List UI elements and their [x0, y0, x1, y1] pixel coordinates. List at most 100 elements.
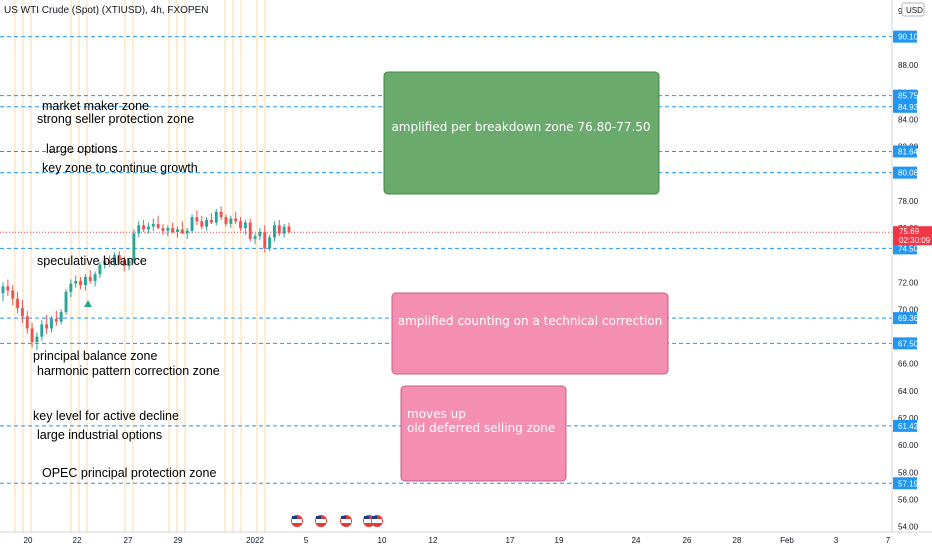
us-flag-icon[interactable] [340, 515, 352, 527]
price-axis[interactable]: 92.0088.0086.0084.0082.0078.0076.0072.00… [898, 7, 919, 532]
candle-body [35, 336, 39, 342]
level-label: 85.75 [898, 92, 919, 101]
signal-triangle-icon [84, 300, 92, 307]
candle-body [190, 217, 194, 231]
annotation-opec-protection: OPEC principal protection zone [42, 466, 216, 480]
zone-box-pink-selling-line2: old deferred selling zone [407, 421, 555, 435]
candle [268, 234, 272, 252]
level-label-bg [893, 100, 917, 113]
candle-body [234, 218, 238, 222]
candle-body [45, 324, 49, 329]
candle [83, 274, 87, 291]
time-tick-label: 27 [124, 536, 133, 545]
session-band [264, 0, 266, 532]
annotation-large-industrial: large industrial options [37, 428, 162, 442]
session-band [86, 0, 88, 532]
time-tick-label: 5 [304, 536, 309, 545]
annotation-principal-balance: principal balance zone [33, 349, 157, 363]
candle [258, 228, 262, 241]
candle [229, 215, 233, 228]
level-label-bg [893, 312, 917, 325]
level-label-bg [893, 30, 917, 43]
candle-body [30, 328, 34, 342]
candle [243, 219, 247, 235]
candle [161, 223, 165, 235]
price-tick-label: 88.00 [898, 61, 919, 70]
time-tick-label: 17 [506, 536, 515, 545]
candle [30, 323, 34, 348]
candlestick-series [1, 206, 291, 351]
candle [156, 215, 160, 230]
candle [69, 279, 73, 298]
candle-body [103, 260, 107, 265]
level-label: 57.19 [898, 479, 919, 488]
candle-body [59, 312, 63, 322]
candle-body [171, 228, 175, 233]
candle-body [16, 298, 19, 309]
session-band [132, 0, 134, 532]
session-band [168, 0, 170, 532]
candle [88, 270, 92, 284]
time-tick-label: 7 [886, 536, 891, 545]
candle-body [263, 232, 267, 249]
us-flag-icon[interactable] [291, 515, 303, 527]
candle [209, 213, 213, 224]
candle-body [74, 280, 78, 284]
price-tick-label: 72.00 [898, 278, 919, 287]
time-tick-label: 24 [632, 536, 641, 545]
candle-body [93, 274, 97, 281]
candle-body [195, 217, 199, 222]
candle-body [83, 276, 87, 285]
candle [205, 217, 209, 231]
candle-body [6, 286, 10, 291]
candle-body [239, 221, 242, 228]
candle [151, 218, 155, 231]
last-price-value: 75.69 [899, 227, 920, 236]
candle-body [69, 283, 73, 292]
us-flag-icon[interactable] [371, 515, 383, 527]
candle [50, 316, 53, 333]
candle-body [200, 221, 204, 227]
price-tick-label: 60.00 [898, 441, 919, 450]
time-axis[interactable]: 20 22 27 29 2022 5 10 12 17 19 24 26 28 Feb 3 7 [24, 536, 891, 545]
zone-box-pink-selling[interactable]: moves up old deferred selling zone [400, 385, 567, 482]
currency-selector[interactable]: USD [901, 2, 925, 17]
candle-body [142, 225, 146, 230]
time-tick-label: 2022 [246, 536, 264, 545]
candle-body [40, 324, 44, 337]
candle-body [253, 236, 257, 239]
level-price-labels: 90.10 85.75 84.93 81.64 80.08 74.50 69.36 67.50… [893, 30, 919, 490]
candle [190, 214, 194, 234]
candle-body [219, 211, 223, 218]
level-label: 81.64 [898, 147, 919, 156]
level-label-bg [893, 242, 917, 255]
candle [180, 221, 184, 234]
price-tick-label: 70.00 [898, 305, 919, 314]
session-band [184, 0, 186, 532]
economic-events[interactable] [291, 515, 383, 527]
level-label: 84.93 [898, 103, 919, 112]
candle-body [50, 318, 53, 329]
candle [20, 299, 24, 323]
candle [35, 332, 39, 351]
session-band [176, 0, 178, 532]
time-tick-label: 29 [174, 536, 183, 545]
candle [277, 219, 281, 237]
candle-body [214, 211, 218, 223]
candle-body [243, 222, 247, 228]
level-label: 67.50 [898, 339, 919, 348]
us-flag-icon[interactable] [315, 515, 327, 527]
candle [113, 252, 116, 266]
time-tick-label: 10 [378, 536, 387, 545]
candle-body [209, 219, 213, 223]
last-price-badge-bg [893, 226, 932, 246]
time-tick-label: 12 [429, 536, 438, 545]
time-tick-label: 19 [555, 536, 564, 545]
zone-box-pink-correction[interactable]: amplified counting on a technical correc… [391, 292, 669, 375]
currency-badge-bg [901, 2, 925, 17]
zone-box-green[interactable]: amplified per breakdown zone 76.80-77.50 [383, 71, 660, 195]
candle [195, 210, 199, 226]
annotation-harmonic-pattern: harmonic pattern correction zone [37, 364, 220, 378]
price-tick-label: 62.00 [898, 414, 919, 423]
